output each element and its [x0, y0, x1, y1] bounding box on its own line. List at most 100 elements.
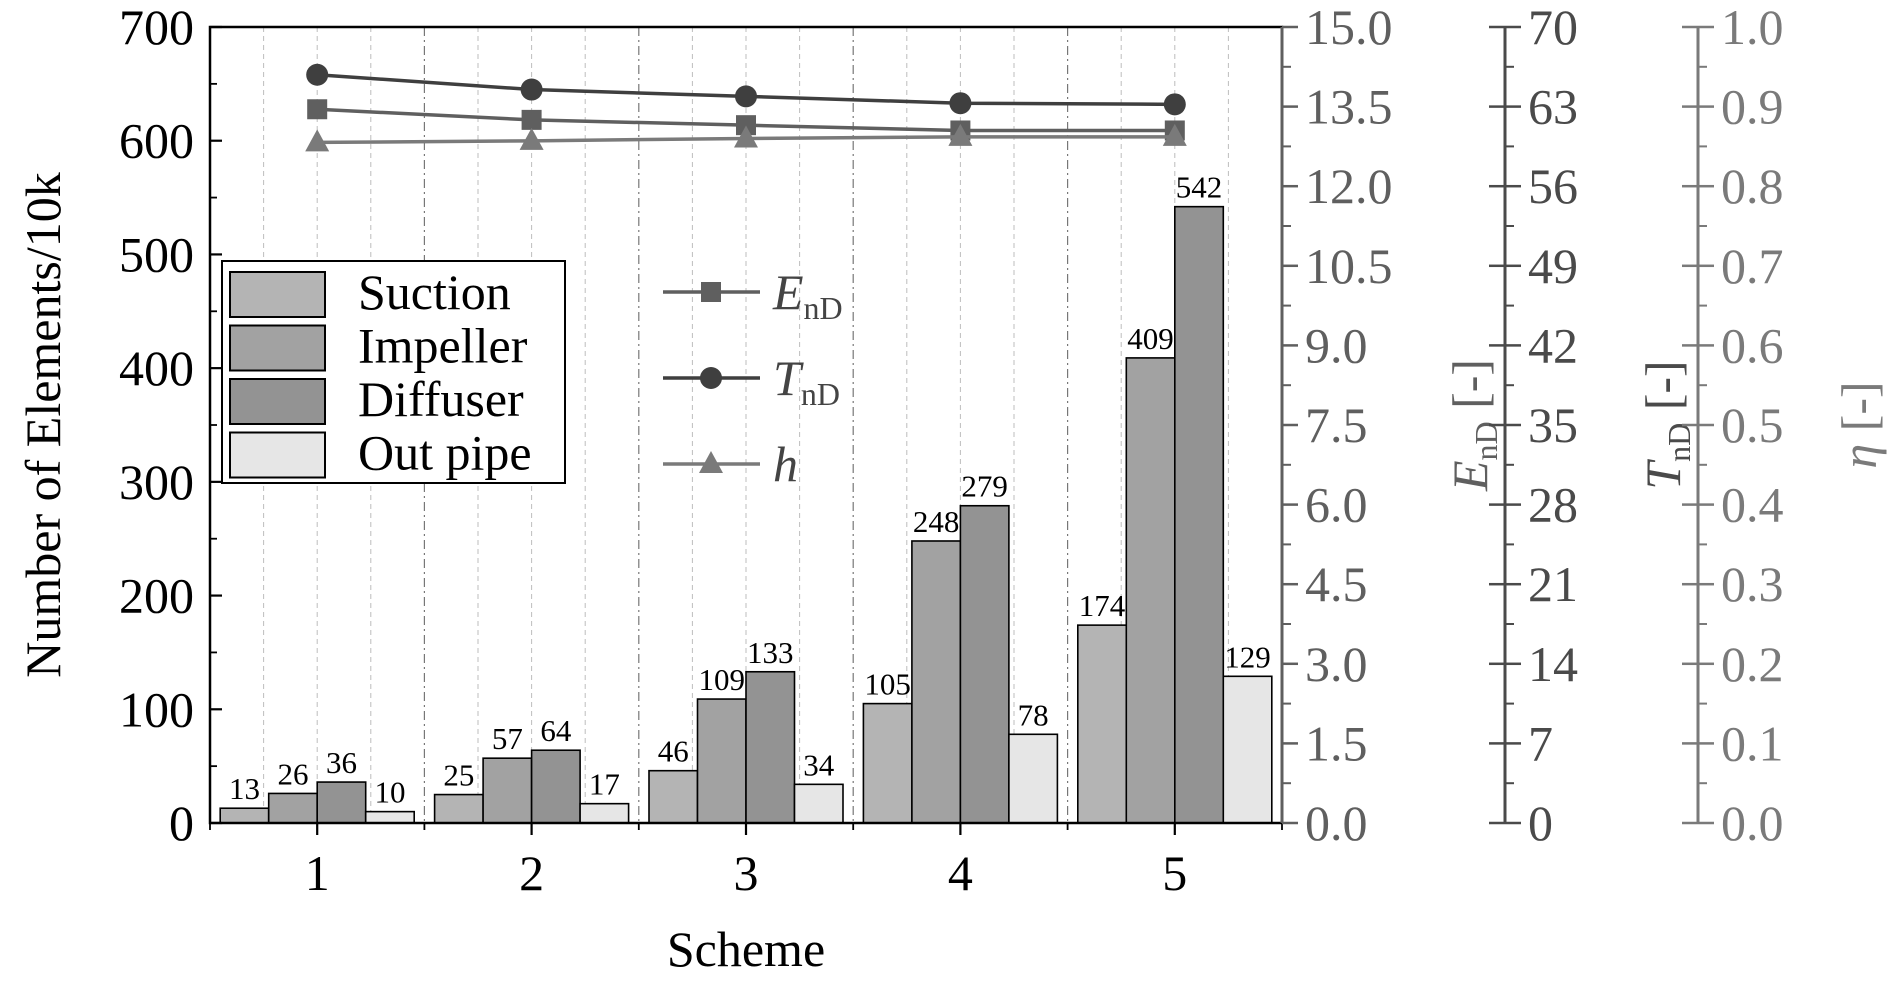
x-tick-label: 2	[519, 845, 544, 901]
bar-value-label: 174	[1079, 588, 1126, 623]
bar-value-label: 129	[1224, 639, 1271, 674]
bar-value-labels: 13 25 46 105 174 26 57 109 248 409 36 64 133 279 542 10…	[229, 170, 1271, 810]
bar-value-label: 57	[492, 721, 523, 756]
legend-swatch	[229, 431, 326, 479]
bar-value-label: 279	[961, 469, 1008, 504]
marker-TnD	[949, 92, 972, 115]
marker-EnD	[521, 109, 542, 130]
y-tick-label: 100	[119, 681, 194, 737]
right-axis-tick-label: 0.2	[1721, 636, 1784, 692]
right-axis-tick-label: 7	[1528, 715, 1553, 771]
bar-value-label: 105	[864, 667, 911, 702]
marker-EnD	[736, 115, 756, 136]
right-axis-tick-label: 4.5	[1305, 556, 1368, 612]
bar-out-pipe-1	[364, 810, 416, 824]
right-axis-tick-label: 9.0	[1305, 317, 1368, 373]
bar-diffuser-5	[1174, 205, 1225, 824]
bar-impeller-3	[696, 698, 747, 824]
right-axis-tick-label: 28	[1528, 477, 1578, 533]
bar-value-label: 64	[540, 713, 572, 748]
right-axis-tick-label: 63	[1528, 79, 1578, 135]
marker-h	[305, 129, 330, 152]
y-axis-title: Number of Elements/10k	[15, 172, 71, 677]
bar-value-label: 13	[229, 771, 260, 806]
bar-suction-1	[219, 807, 270, 824]
legend-swatch	[229, 271, 326, 318]
y-tick-label: 200	[119, 568, 194, 624]
line-legend-marker	[700, 367, 722, 389]
right-axis-tick-label: 10.5	[1305, 238, 1393, 294]
bar-value-label: 17	[589, 767, 620, 802]
bar-out-pipe-5	[1222, 675, 1273, 824]
bar-out-pipe-2	[579, 802, 630, 824]
bar-out-pipe-4	[1008, 733, 1059, 824]
line-legend-label: h	[773, 436, 798, 492]
right-axis-tick-label: 0.8	[1721, 158, 1784, 214]
right-axis-tick-label: 1.5	[1305, 715, 1368, 771]
legend-swatch	[229, 378, 326, 425]
x-tick-label: 4	[948, 845, 973, 901]
bar-value-label: 46	[658, 734, 689, 769]
bar-value-label: 109	[699, 662, 746, 697]
bar-value-label: 25	[443, 758, 474, 793]
y-tick-label: 0	[169, 795, 194, 851]
line-legend-marker	[701, 282, 721, 302]
line-legend: EnD TnD h	[663, 264, 843, 492]
right-axis-tick-label: 0.6	[1721, 317, 1784, 373]
bar-value-label: 78	[1018, 697, 1049, 732]
right-axis-tick-label: 56	[1528, 158, 1578, 214]
right-axis-tick-label: 0.0	[1721, 795, 1784, 851]
bar-impeller-2	[482, 757, 533, 824]
legend-label: Impeller	[358, 318, 528, 374]
right-axis-tick-label: 0.7	[1721, 238, 1784, 294]
right-axis-tick-label: 0.0	[1305, 795, 1368, 851]
right-axis-tick-label: 14	[1528, 636, 1578, 692]
legend-label: Out pipe	[358, 425, 532, 481]
bar-value-label: 248	[913, 504, 960, 539]
right-axis-tick-label: 15.0	[1305, 0, 1393, 55]
bar-impeller-1	[267, 792, 319, 824]
right-axis-tick-label: 0.4	[1721, 477, 1784, 533]
bar-diffuser-2	[530, 749, 581, 824]
marker-EnD	[307, 99, 328, 120]
bar-suction-2	[433, 793, 484, 824]
bar-suction-4	[862, 702, 913, 824]
right-axis-tick-label: 3.0	[1305, 636, 1368, 692]
right-axis-tick-label: 13.5	[1305, 79, 1393, 135]
bar-suction-5	[1077, 624, 1128, 824]
bar-value-label: 542	[1176, 170, 1223, 205]
bar-value-label: 10	[374, 775, 405, 810]
line-legend-label: TnD	[773, 350, 840, 412]
marker-h	[519, 127, 544, 150]
y-tick-label: 700	[119, 0, 194, 55]
right-axis-tick-label: 42	[1528, 317, 1578, 373]
x-tick-label: 5	[1162, 845, 1187, 901]
right-axis-tick-label: 0.3	[1721, 556, 1784, 612]
bar-suction-3	[648, 769, 699, 824]
bar-diffuser-3	[745, 670, 796, 824]
bar-diffuser-4	[959, 504, 1010, 824]
right-axis-1-title: TnD [-]	[1635, 360, 1697, 489]
marker-TnD	[520, 78, 543, 101]
line-series	[305, 63, 1187, 152]
right-axis-tick-label: 7.5	[1305, 397, 1368, 453]
bar-impeller-5	[1125, 357, 1176, 824]
right-axis-tick-label: 21	[1528, 556, 1578, 612]
bar-value-label: 26	[277, 756, 308, 791]
y-tick-label: 300	[119, 454, 194, 510]
legend-label: Diffuser	[358, 371, 524, 427]
y-tick-label: 400	[119, 340, 194, 396]
x-axis-title: Scheme	[667, 921, 825, 977]
x-tick-label: 3	[734, 845, 759, 901]
x-tick-label: 1	[305, 845, 330, 901]
bar-out-pipe-3	[793, 783, 844, 824]
right-axis-tick-label: 70	[1528, 0, 1578, 55]
line-legend-label: EnD	[772, 264, 843, 326]
right-axis-tick-label: 49	[1528, 238, 1578, 294]
y-tick-label: 600	[119, 113, 194, 169]
right-axis-tick-label: 6.0	[1305, 477, 1368, 533]
